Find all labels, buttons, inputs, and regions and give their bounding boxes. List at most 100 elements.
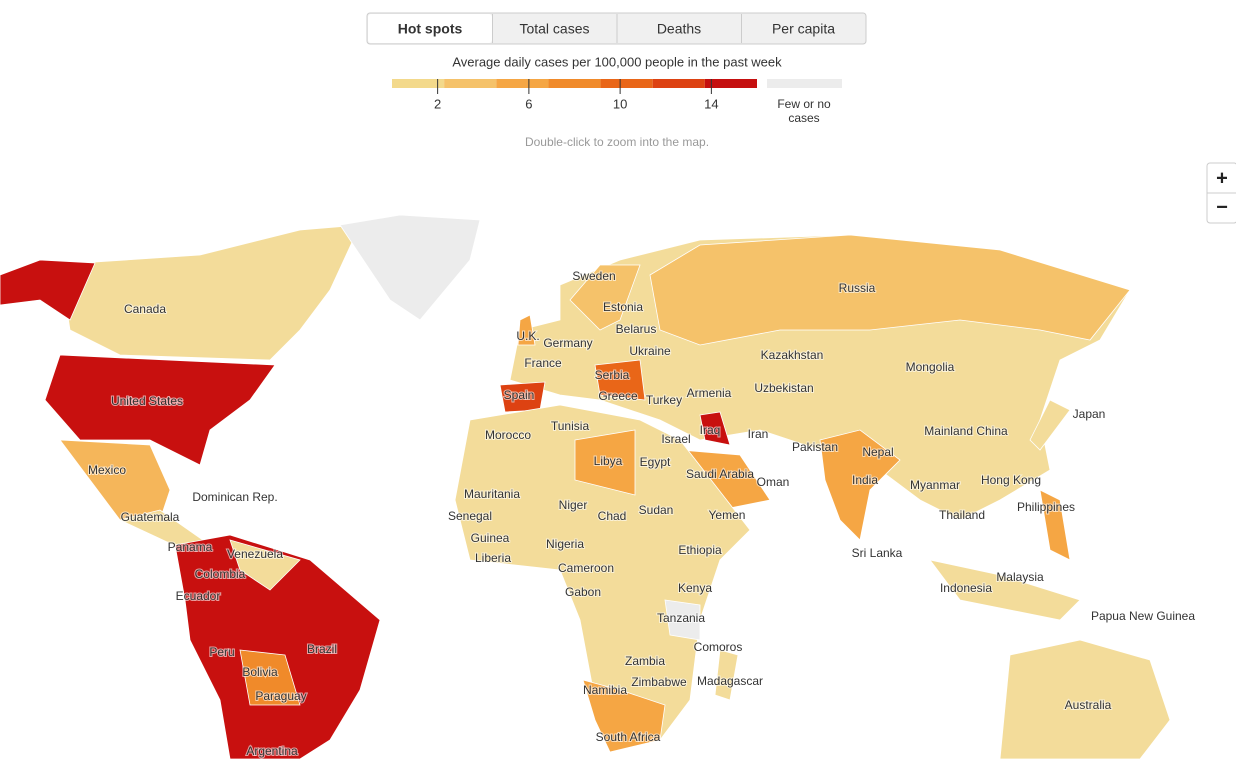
legend-none-swatch [767,79,842,88]
country-label: Yemen [709,508,746,522]
country-label: Liberia [475,551,511,565]
country-label: Cameroon [558,561,614,575]
zoom-controls: + − [1206,162,1236,224]
country-label: Comoros [694,640,743,654]
country-label: Pakistan [792,440,838,454]
legend-swatch [600,79,653,88]
map-labels: Canada United States Mexico Dominican Rep. G… [87,268,1196,759]
country-label: Kazakhstan [761,348,824,362]
country-label: Niger [559,498,588,512]
country-label: Mexico [88,463,126,477]
country-label: Malaysia [996,570,1044,584]
country-label: Mainland China [924,424,1008,438]
country [714,649,739,701]
legend-swatch [652,79,705,88]
country-label: Spain [504,388,535,402]
country-label: Guatemala [121,510,180,524]
country-label: Panama [168,540,213,554]
country-label: Japan [1073,407,1106,421]
country-label: Australia [1065,698,1112,712]
country-label: Philippines [1017,500,1075,514]
country-label: Papua New Guinea [1091,609,1195,623]
legend-swatch [548,79,601,88]
country-label: Oman [757,475,790,489]
zoom-out[interactable]: − [1216,196,1228,218]
legend-tick-label: 6 [525,96,532,111]
country-label: Ukraine [629,344,671,358]
tab-bar: Hot spots Total cases Deaths Per capita [366,12,867,45]
legend-tick-label: 2 [434,96,441,111]
country-label: Peru [209,645,234,659]
country [59,224,361,361]
country-label: Nigeria [546,537,584,551]
world-map [0,214,1171,759]
country-label: Colombia [195,567,246,581]
country-label: South Africa [596,730,661,744]
country [819,429,901,541]
country-label: Sweden [572,269,615,283]
country-label: Mongolia [906,360,955,374]
country-label: Libya [594,454,623,468]
country-label: Saudi Arabia [686,467,754,481]
country-label: Tunisia [551,419,590,433]
country-label: Venezuela [227,547,283,561]
country-label: U.K. [516,329,539,343]
country-label: Paraguay [255,689,306,703]
legend-swatch [444,79,497,88]
country-label: Uzbekistan [754,381,813,395]
country-label: Dominican Rep. [192,490,277,504]
country [59,439,171,521]
country-label: Israel [661,432,690,446]
country-label: Madagascar [697,674,763,688]
country-label: Namibia [583,683,627,697]
hint: Double-click to zoom into the map. [525,135,709,149]
country [229,539,301,591]
country-label: Germany [543,336,592,350]
legend-tick-label: 10 [613,96,627,111]
country-label: United States [111,394,183,408]
tab[interactable]: Per capita [772,21,835,37]
country-label: Morocco [485,428,531,442]
country [594,359,646,401]
country-label: Russia [839,281,876,295]
country-label: Hong Kong [981,473,1041,487]
country-label: France [524,356,562,370]
country-label: Guinea [471,531,510,545]
country-label: Myanmar [910,478,960,492]
country-label: Bolivia [242,665,278,679]
country [239,649,301,706]
country-label: Zambia [625,654,665,668]
country-label: Thailand [939,508,985,522]
country-label: Mauritania [464,487,520,501]
country-label: Kenya [678,581,712,595]
country [699,411,731,446]
country-label: Armenia [687,386,732,400]
country-label: Brazil [307,642,337,656]
country-label: Ecuador [176,589,221,603]
tab[interactable]: Deaths [657,21,701,37]
country [1029,399,1071,451]
zoom-in[interactable]: + [1216,167,1228,189]
tab[interactable]: Hot spots [398,21,463,37]
country [929,559,1081,621]
country-label: Tanzania [657,611,705,625]
country-label: Canada [124,302,166,316]
legend-none-label: Few or no cases [777,97,831,125]
country-label: Greece [598,389,638,403]
country [174,534,381,759]
country [0,259,96,321]
country [339,214,481,321]
legend-swatch [392,79,445,88]
country-label: Gabon [565,585,601,599]
tab[interactable]: Total cases [519,21,589,37]
country-label: Indonesia [940,581,992,595]
country [517,314,536,346]
country-label: Turkey [646,393,682,407]
country-label: Sri Lanka [852,546,903,560]
legend: Average daily cases per 100,000 people i… [392,54,842,125]
country [664,599,701,641]
legend-swatch [704,79,757,88]
country-label: Estonia [603,300,643,314]
legend-tick-label: 14 [704,96,718,111]
